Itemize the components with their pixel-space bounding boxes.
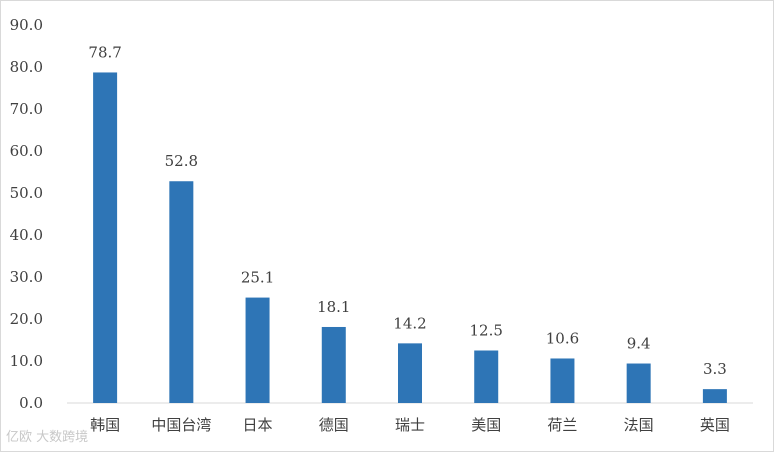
data-label: 14.2	[393, 314, 426, 332]
bar	[93, 72, 118, 404]
y-tick-label: 40.0	[10, 226, 43, 244]
watermark: 亿欧 大数跨境	[6, 430, 89, 445]
bar	[321, 326, 346, 403]
x-category-label: 日本	[243, 416, 273, 434]
bar	[550, 358, 575, 403]
data-label: 52.8	[165, 152, 198, 170]
bar	[398, 343, 422, 403]
data-label: 18.1	[317, 298, 350, 316]
x-category-label: 瑞士	[395, 416, 425, 434]
data-label: 3.3	[703, 360, 727, 378]
bar	[169, 181, 194, 403]
y-tick-label: 50.0	[10, 184, 43, 202]
y-tick-label: 20.0	[10, 310, 43, 328]
bar	[474, 350, 499, 403]
bar	[626, 363, 651, 403]
y-tick-label: 60.0	[10, 142, 43, 160]
x-category-label: 韩国	[90, 416, 120, 434]
x-category-label: 法国	[624, 416, 654, 434]
x-category-label: 中国台湾	[151, 416, 211, 434]
y-tick-label: 80.0	[10, 58, 43, 76]
y-tick-label: 30.0	[10, 268, 43, 286]
y-tick-label: 10.0	[10, 352, 43, 370]
data-label: 78.7	[88, 43, 121, 61]
x-category-label: 英国	[700, 416, 730, 434]
data-label: 12.5	[470, 322, 503, 340]
x-category-label: 荷兰	[547, 416, 577, 434]
x-category-label: 德国	[319, 416, 349, 434]
data-label: 10.6	[546, 329, 579, 347]
y-tick-label: 0.0	[19, 394, 43, 412]
bar	[245, 297, 270, 403]
bar	[702, 389, 727, 403]
y-tick-label: 90.0	[10, 16, 43, 34]
y-tick-label: 70.0	[10, 100, 43, 118]
data-label: 9.4	[627, 335, 651, 353]
x-category-label: 美国	[471, 416, 501, 434]
data-label: 25.1	[241, 269, 274, 287]
